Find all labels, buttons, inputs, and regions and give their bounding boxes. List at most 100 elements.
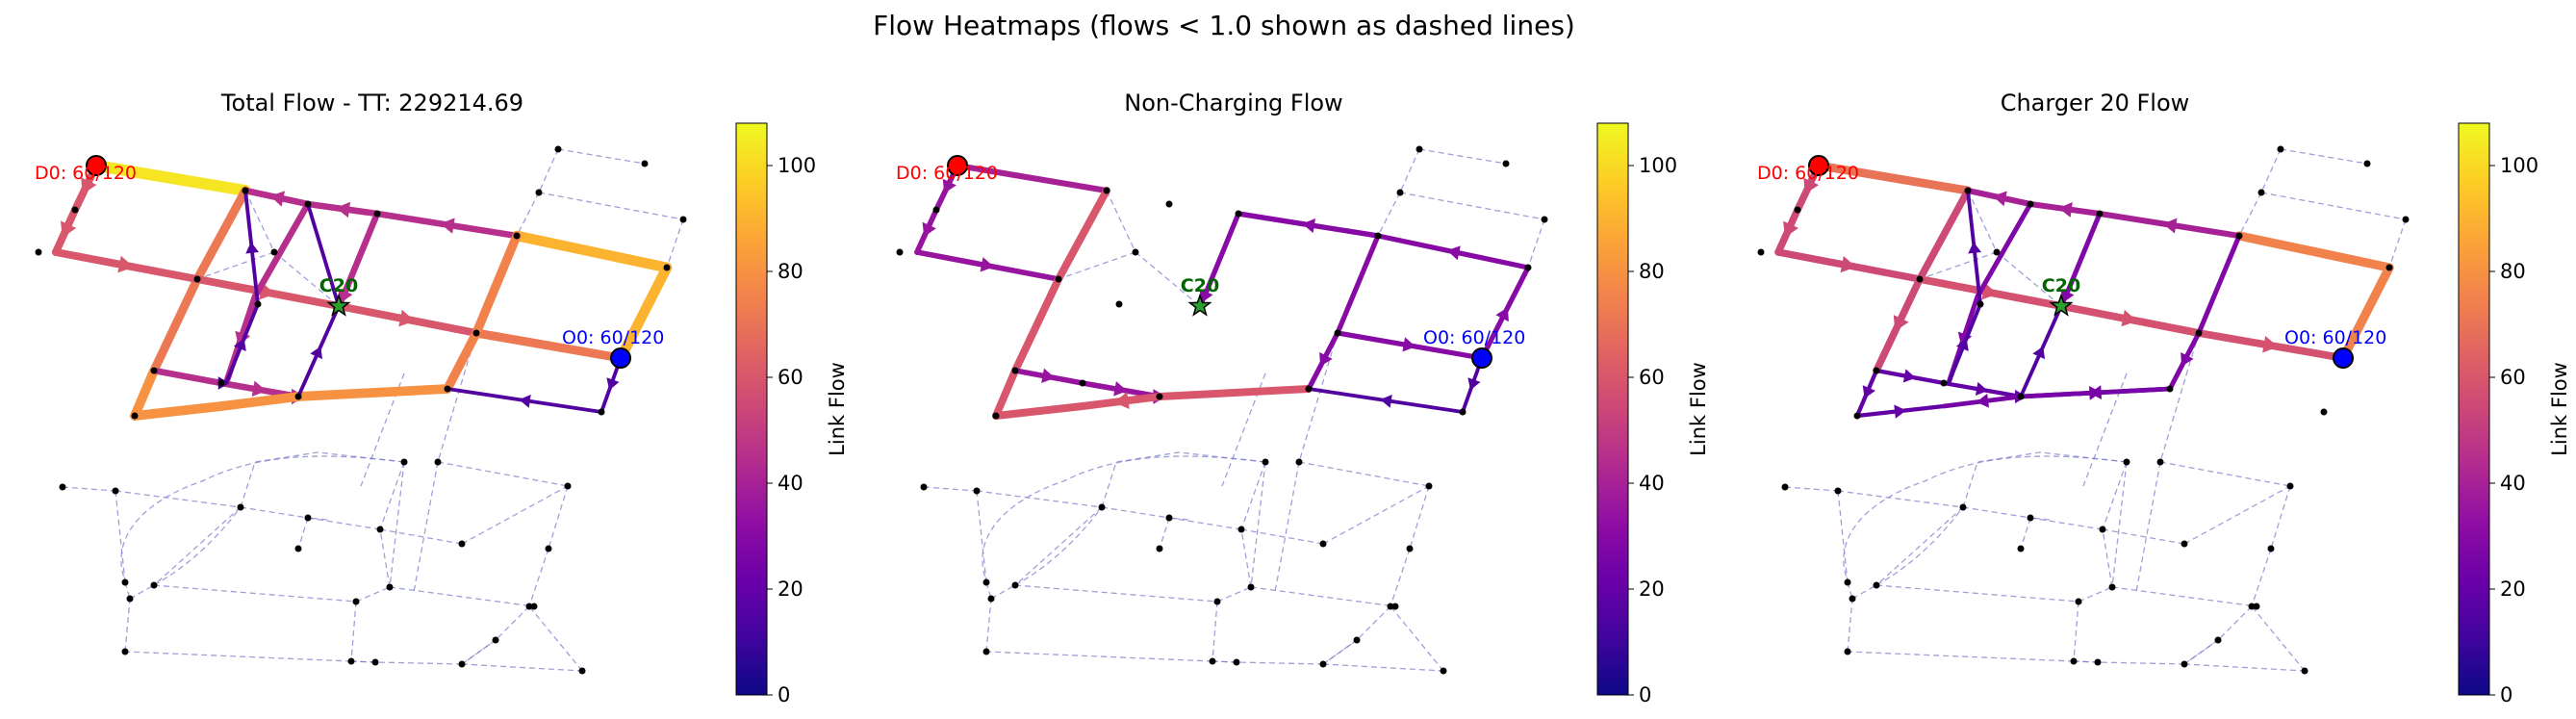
network-node (304, 514, 312, 522)
dashed-curve-0 (1843, 455, 2128, 586)
network-node (2017, 393, 2025, 400)
dashed-link-0 (2280, 148, 2368, 165)
network-node (1374, 232, 1382, 240)
dashed-link-1 (1399, 148, 1420, 193)
network-node (1993, 248, 2001, 256)
dashed-curve-0 (120, 455, 405, 586)
flow-arrow-b3-b5 (338, 288, 353, 304)
dashed-link-29 (1851, 584, 1877, 600)
network-node (126, 595, 134, 603)
flow-arrow-b4-n4 (269, 191, 286, 207)
dashed-link-0 (557, 148, 646, 165)
colorbar-tick-label: 20 (778, 578, 803, 601)
network-node (2286, 482, 2294, 490)
network-node (2277, 145, 2284, 153)
network-node (1305, 385, 1313, 393)
flow-arrow-s4-s5 (1975, 381, 1988, 397)
network-node (254, 300, 262, 308)
network-node (434, 458, 442, 466)
network-node (1103, 187, 1110, 194)
network-node (1098, 503, 1106, 511)
dashed-link-2 (1399, 192, 1545, 220)
dashed-link-31 (2078, 586, 2113, 603)
network-node (987, 595, 995, 603)
dashed-link-36 (1014, 506, 1103, 586)
dashed-link-2 (538, 192, 684, 220)
dashed-link-42 (1837, 490, 1849, 583)
flow-link-b1-b2 (511, 230, 673, 273)
flow-arrow-b5-s1 (2181, 351, 2194, 367)
network-node (598, 408, 605, 416)
colorbar-tick-label: 40 (2500, 472, 2526, 495)
network-node (472, 329, 480, 337)
network-node (2123, 458, 2130, 466)
flow-link-o-b1 (615, 262, 673, 364)
flow-arrow-b3-b4 (2058, 201, 2073, 218)
network-node (121, 648, 129, 655)
panel-1: Total Flow - TT: 229214.69 D0: 60/120 O0: … (35, 90, 849, 706)
network-node (1011, 367, 1019, 374)
network-node (973, 487, 981, 495)
flow-links (1774, 161, 2394, 419)
dashed-link-32 (389, 586, 535, 607)
flow-links (52, 160, 673, 421)
dashed-link-5 (244, 190, 275, 253)
dashed-link-21 (1390, 548, 1411, 607)
colorbar-tick-label: 80 (1639, 260, 1665, 283)
network-node (1233, 658, 1240, 666)
network-node (1247, 583, 1255, 591)
flow-arrow-s4-s5 (251, 380, 267, 397)
network-node (1391, 603, 1399, 610)
network-node (131, 412, 139, 420)
network-node (373, 210, 381, 218)
network-node (1964, 187, 1972, 194)
network-node (578, 667, 586, 675)
network-node (1844, 578, 1851, 586)
colorbar-tick-label: 40 (778, 472, 803, 495)
flow-arrow-s1-c1 (2089, 385, 2103, 400)
flow-arrow-b2-b3 (2162, 218, 2178, 234)
flow-arrow-c2-n4 (245, 242, 260, 254)
network-node (193, 275, 201, 283)
dashed-link-38 (1250, 461, 1266, 588)
network-node (2363, 160, 2371, 167)
network-node (304, 200, 312, 208)
dashed-link-31 (1216, 586, 1252, 603)
network-node (663, 264, 671, 271)
dashed-link-33 (350, 601, 357, 662)
dashed-link-34 (2102, 528, 2113, 588)
dashed-link-39 (2183, 639, 2219, 665)
origin-label: O0: 60/120 (1423, 327, 1525, 348)
network-node (2385, 264, 2393, 271)
dashed-link-13 (1962, 506, 2031, 519)
dashed-link-19 (2135, 461, 2161, 593)
flow-arrow-n4-s2 (1862, 385, 1875, 398)
flow-arrow-m1-n4 (1893, 315, 1909, 332)
network-node (2248, 603, 2256, 610)
dashed-link-24 (1322, 663, 1444, 672)
colorbar-label: Link Flow (2548, 362, 2571, 456)
dashed-link-40 (350, 660, 376, 663)
origin-node (610, 347, 631, 369)
dashed-link-17 (1298, 461, 1430, 487)
network-node (371, 658, 379, 666)
network-node (1844, 648, 1851, 655)
dashed-link-19 (1274, 461, 1300, 593)
network-node (1334, 329, 1341, 337)
colorbar-tick-label: 100 (778, 154, 816, 177)
flow-arrow-c1-s6 (1113, 392, 1130, 409)
flow-arrow-s3-s4 (1902, 369, 1916, 383)
dashed-link-20 (1409, 485, 1430, 550)
colorbar-tick-label: 80 (2500, 260, 2526, 283)
dashed-link-22 (2217, 605, 2253, 641)
dashed-link-35 (2020, 517, 2031, 550)
flow-link-b3-n7 (1236, 211, 1381, 239)
flow-arrow-r1-s1 (519, 394, 531, 408)
network-node (1849, 595, 1856, 603)
network-node (1165, 200, 1173, 208)
flow-links (914, 162, 1531, 420)
dashed-link-4 (2388, 218, 2407, 269)
flow-link-b5-s1 (2167, 233, 2242, 392)
dashed-link-15 (379, 528, 463, 545)
dashed-link-20 (548, 485, 569, 550)
